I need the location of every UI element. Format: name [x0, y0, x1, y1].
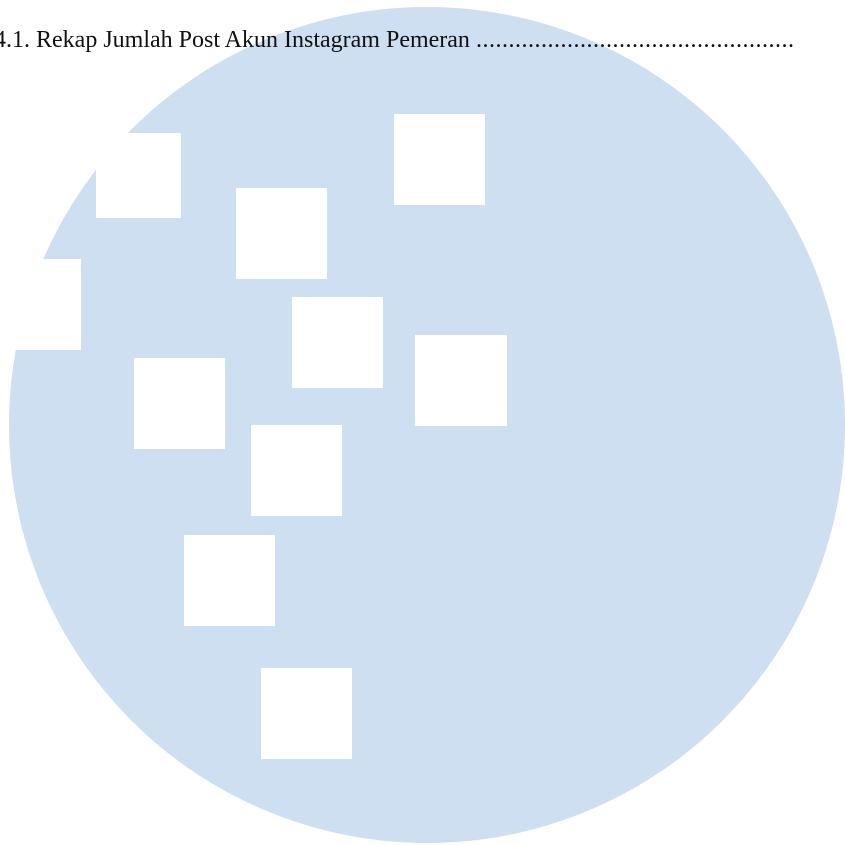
watermark-squares — [0, 114, 507, 759]
toc-dot-leader: ........................................… — [475, 27, 795, 53]
toc-entry: 4.1. Rekap Jumlah Post Akun Instagram Pe… — [0, 28, 845, 52]
toc-entry-title: 4.1. Rekap Jumlah Post Akun Instagram Pe… — [0, 27, 476, 53]
